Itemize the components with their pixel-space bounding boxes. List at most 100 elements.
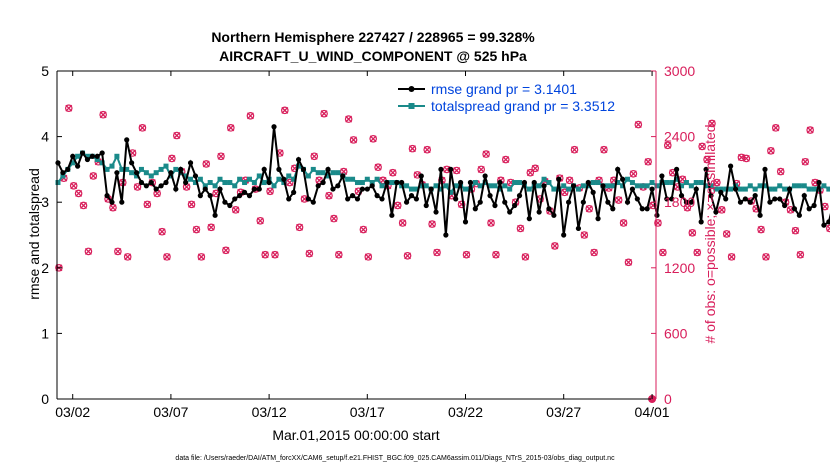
rmse-point xyxy=(217,186,223,192)
totalspread-point xyxy=(350,176,356,182)
rmse-point xyxy=(742,196,748,202)
rmse-point xyxy=(786,186,793,192)
obs-assimilated-point xyxy=(428,220,436,228)
y-left-tick-label: 2 xyxy=(41,260,49,276)
totalspread-point xyxy=(703,183,709,189)
obs-assimilated-point xyxy=(585,205,593,213)
totalspread-point xyxy=(683,180,689,186)
rmse-point xyxy=(168,170,174,176)
totalspread-point xyxy=(536,183,542,189)
totalspread-point xyxy=(330,170,336,176)
rmse-point xyxy=(84,156,91,163)
rmse-point xyxy=(256,186,262,192)
rmse-point xyxy=(566,199,572,205)
obs-possible-point xyxy=(74,189,83,198)
totalspread-point xyxy=(315,170,321,176)
legend-marker xyxy=(408,103,415,109)
rmse-point xyxy=(585,179,591,186)
totalspread-point xyxy=(718,186,724,192)
totalspread-point xyxy=(310,166,316,172)
rmse-point xyxy=(153,186,159,192)
totalspread-point xyxy=(138,166,144,172)
obs-assimilated-point xyxy=(227,124,235,132)
totalspread-point xyxy=(620,183,626,189)
obs-assimilated-point xyxy=(718,206,726,214)
rmse-point xyxy=(389,212,395,218)
obs-possible-point xyxy=(580,231,589,239)
obs-possible-point xyxy=(393,201,402,210)
totalspread-point xyxy=(639,183,645,189)
obs-assimilated-point xyxy=(811,179,819,186)
rmse-point xyxy=(99,150,105,156)
obs-possible-point xyxy=(374,163,382,172)
rmse-point xyxy=(570,183,577,189)
totalspread-point xyxy=(551,186,557,192)
totalspread-point xyxy=(271,183,277,189)
rmse-point xyxy=(320,179,326,186)
totalspread-point xyxy=(762,183,768,189)
totalspread-point xyxy=(610,183,616,189)
obs-assimilated-point xyxy=(659,249,667,256)
obs-possible-point xyxy=(369,134,377,143)
obs-assimilated-point xyxy=(443,165,451,173)
obs-assimilated-point xyxy=(197,253,205,261)
obs-assimilated-point xyxy=(80,202,87,209)
obs-possible-point xyxy=(516,224,525,233)
rmse-point xyxy=(261,166,267,172)
obs-assimilated-point xyxy=(65,104,73,112)
totalspread-point xyxy=(561,183,567,189)
rmse-point xyxy=(669,196,675,202)
totalspread-point xyxy=(359,180,365,186)
obs-possible-point xyxy=(271,250,279,259)
obs-possible-point xyxy=(143,200,152,209)
obs-possible-point xyxy=(771,124,780,132)
obs-assimilated-point xyxy=(634,121,642,129)
obs-assimilated-point xyxy=(359,226,367,233)
rmse-point xyxy=(70,153,76,159)
y-axis-left-label: rmse and totalspread xyxy=(26,168,42,300)
totalspread-point xyxy=(202,183,208,189)
obs-possible-point xyxy=(158,227,166,236)
totalspread-point xyxy=(615,180,621,186)
obs-possible-point xyxy=(227,124,235,132)
rmse-point xyxy=(541,183,547,189)
totalspread-point xyxy=(143,170,149,176)
obs-possible-point xyxy=(138,124,147,132)
obs-possible-point xyxy=(202,160,211,168)
rmse-point xyxy=(340,173,346,179)
rmse-point xyxy=(295,156,302,163)
totalspread-point xyxy=(291,176,297,182)
obs-possible-point xyxy=(335,250,343,259)
obs-possible-point xyxy=(246,112,255,120)
obs-possible-point xyxy=(285,178,294,187)
x-axis-label: Mar.01,2015 00:00:00 start xyxy=(272,427,439,443)
obs-possible-point xyxy=(207,223,215,232)
obs-possible-point xyxy=(173,131,181,140)
obs-assimilated-point xyxy=(350,136,358,144)
obs-possible-point xyxy=(320,109,328,118)
obs-possible-point xyxy=(717,206,726,214)
totalspread-point xyxy=(512,180,518,186)
x-tick-label: 04/01 xyxy=(635,404,670,420)
obs-assimilated-point xyxy=(600,146,608,154)
obs-assimilated-point xyxy=(202,160,210,168)
totalspread-point xyxy=(84,153,90,159)
totalspread-point xyxy=(188,176,194,182)
totalspread-point xyxy=(124,166,130,172)
rmse-point xyxy=(693,186,699,192)
totalspread-point xyxy=(708,183,714,189)
obs-assimilated-point xyxy=(571,146,578,154)
obs-assimilated-point xyxy=(134,183,141,191)
totalspread-point xyxy=(242,180,248,186)
obs-possible-point xyxy=(197,253,206,261)
rmse-point xyxy=(472,206,478,212)
rmse-point xyxy=(335,183,341,189)
rmse-point xyxy=(511,202,518,209)
obs-possible-point xyxy=(482,150,490,158)
obs-assimilated-point xyxy=(70,182,78,190)
obs-assimilated-point xyxy=(399,219,407,227)
obs-assimilated-point xyxy=(688,229,696,237)
obs-assimilated-point xyxy=(767,147,775,155)
obs-assimilated-point xyxy=(296,223,304,231)
